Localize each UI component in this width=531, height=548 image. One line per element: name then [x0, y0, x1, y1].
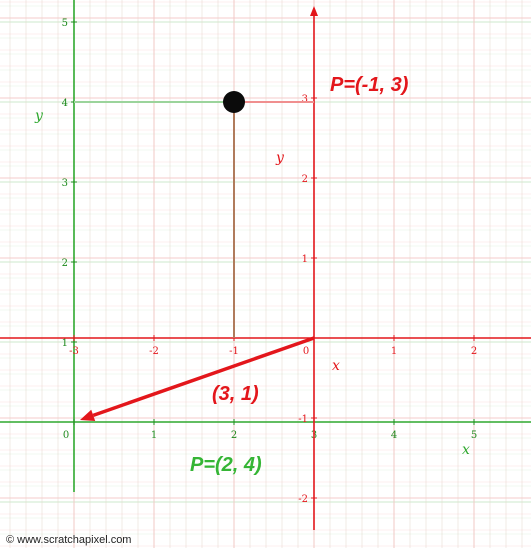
red-y-axis-arrowhead	[310, 6, 318, 16]
point-p	[223, 91, 245, 113]
red-y-tick-label: 2	[302, 174, 308, 185]
red-y-axis-label: y	[275, 150, 285, 166]
red-x-tick-label: -2	[149, 346, 159, 357]
green-x-tick-label: 1	[151, 430, 157, 441]
translation-vector-arrowhead	[80, 410, 95, 421]
translation-vector-label: (3, 1)	[212, 383, 259, 405]
green-y-axis-label: y	[34, 108, 44, 124]
green-x-tick-label: 2	[231, 430, 237, 441]
green-point-label: P=(2, 4)	[190, 454, 262, 476]
green-x-tick-label: 5	[471, 430, 477, 441]
green-x-tick-label: 0	[63, 430, 69, 441]
red-y-tick-label: 3	[302, 94, 308, 105]
green-x-tick-label: 4	[391, 430, 397, 441]
green-y-tick-label: 2	[62, 258, 68, 269]
red-x-tick-label: 1	[391, 346, 397, 357]
red-x-tick-label: -1	[229, 346, 239, 357]
red-x-tick-label: 0	[303, 346, 309, 357]
green-y-tick-label: 4	[62, 98, 68, 109]
red-y-tick-label: -2	[298, 494, 308, 505]
red-y-tick-label: 1	[302, 254, 308, 265]
green-x-axis-label: x	[462, 442, 470, 458]
copyright-credit: © www.scratchapixel.com	[6, 534, 131, 546]
green-y-tick-label: 1	[62, 338, 68, 349]
red-x-axis-label: x	[332, 358, 340, 374]
green-y-tick-label: 3	[62, 178, 68, 189]
green-y-tick-label: 5	[62, 18, 68, 29]
translation-vector	[93, 338, 314, 415]
red-y-tick-label: -1	[298, 414, 308, 425]
red-point-label: P=(-1, 3)	[330, 74, 409, 96]
red-x-tick-label: -3	[69, 346, 79, 357]
red-x-tick-label: 2	[471, 346, 477, 357]
